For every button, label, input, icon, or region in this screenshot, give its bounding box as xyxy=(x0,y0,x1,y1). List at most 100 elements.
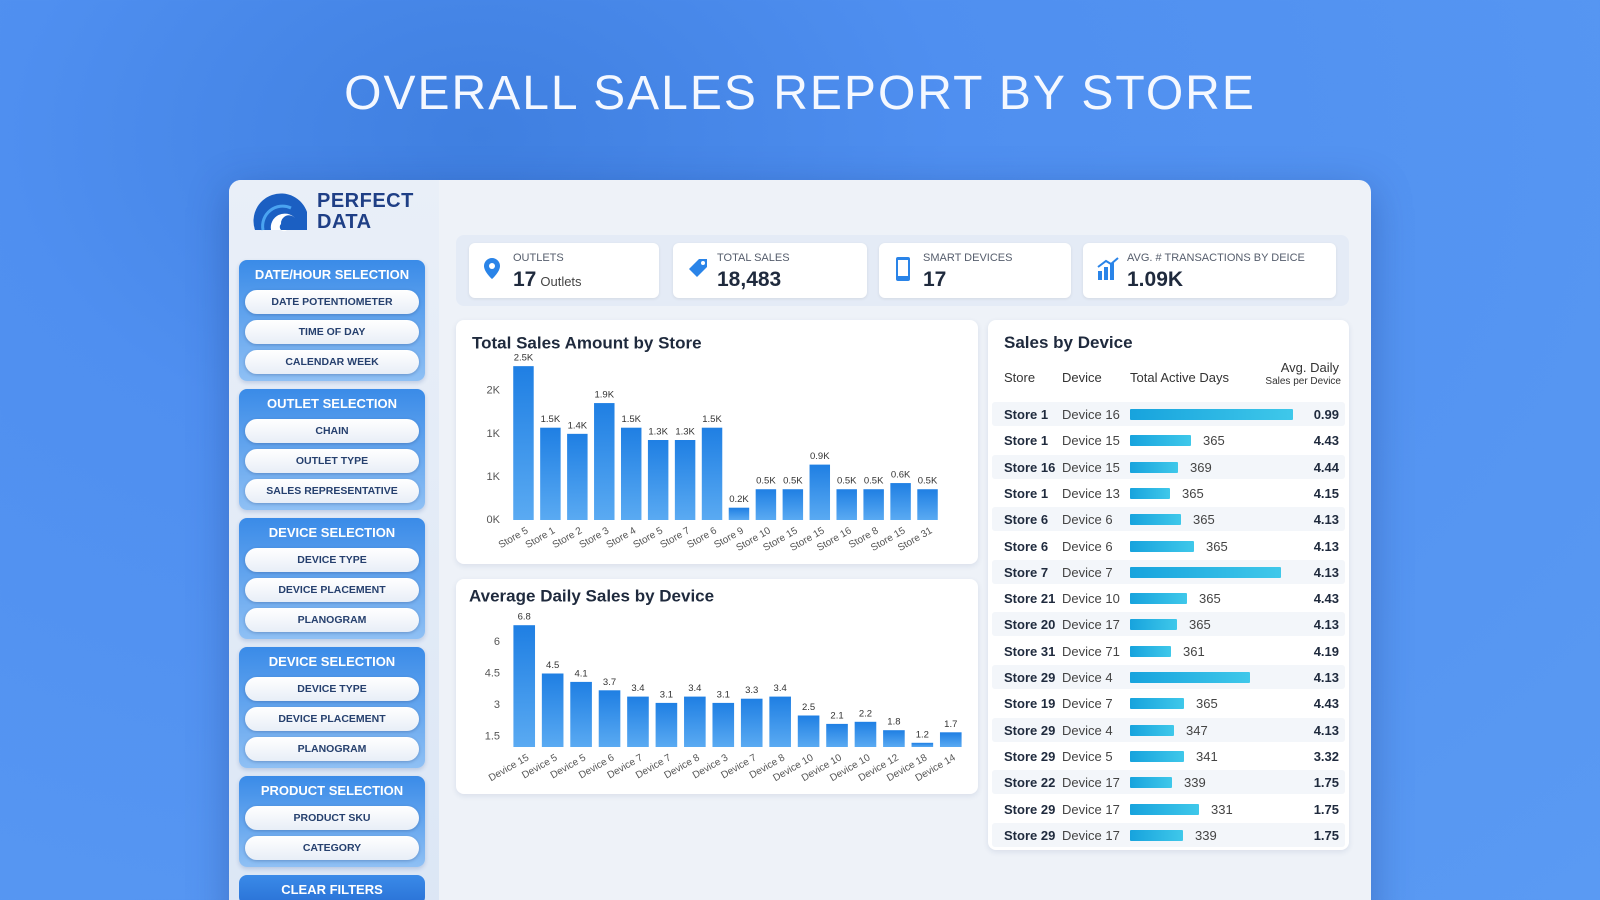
days-bar xyxy=(1130,619,1177,631)
filter-button[interactable]: CHAIN xyxy=(245,419,419,443)
table-row: Store 29 Device 17 339 1.75 xyxy=(992,822,1345,847)
bar xyxy=(740,698,763,747)
clear-filters-button[interactable]: CLEAR FILTERS xyxy=(239,875,425,900)
x-tick-label: Store 7 xyxy=(658,525,692,551)
kpi-number: 1.09K xyxy=(1127,268,1184,291)
avg-cell: 3.32 xyxy=(1313,748,1339,764)
filter-button[interactable]: DATE POTENTIOMETER xyxy=(245,290,419,314)
store-cell: Store 22 xyxy=(1004,775,1056,791)
days-cell: 365 xyxy=(1196,696,1218,712)
store-cell: Store 29 xyxy=(1004,801,1056,817)
bar xyxy=(782,489,804,520)
kpi-icon xyxy=(896,257,910,281)
section-heading: DATE/HOUR SELECTION xyxy=(254,267,410,282)
filter-button[interactable]: SALES REPRESENTATIVE xyxy=(245,479,419,503)
section-heading: DEVICE SELECTION xyxy=(268,654,396,669)
filter-button[interactable]: DEVICE PLACEMENT xyxy=(245,707,419,731)
filter-section: DATE/HOUR SELECTION DATE POTENTIOMETER TIM… xyxy=(239,260,425,381)
table-row: Store 1 Device 15 365 4.43 xyxy=(992,428,1345,452)
data-label: 0.5K xyxy=(864,476,884,487)
table-row: Store 1 Device 16 0.99 xyxy=(992,402,1345,426)
days-cell: 365 xyxy=(1199,591,1221,607)
data-label: 0.5K xyxy=(837,476,857,487)
bar xyxy=(598,690,621,747)
bar xyxy=(620,427,642,520)
y-tick-label: 1K xyxy=(487,428,501,440)
store-cell: Store 6 xyxy=(1004,538,1049,554)
x-tick-label: Store 2 xyxy=(551,525,585,551)
filter-button[interactable]: CALENDAR WEEK xyxy=(245,350,419,374)
device-cell: Device 15 xyxy=(1062,433,1120,449)
device-cell: Device 13 xyxy=(1062,485,1120,501)
y-tick-label: 1.5 xyxy=(485,730,500,742)
days-cell: 361 xyxy=(1183,643,1205,659)
avg-cell: 4.44 xyxy=(1313,459,1339,475)
table-card: Sales by Device Store Device Total Active D… xyxy=(988,320,1349,850)
store-cell: Store 7 xyxy=(1004,564,1049,580)
data-label: 1.2 xyxy=(916,729,929,740)
x-tick-label: Store 5 xyxy=(632,525,666,551)
data-label: 0.2K xyxy=(729,494,749,505)
days-bar xyxy=(1130,409,1293,420)
data-label: 1.4K xyxy=(568,420,588,431)
filter-button[interactable]: PLANOGRAM xyxy=(245,608,419,632)
bar xyxy=(712,702,735,747)
device-cell: Device 10 xyxy=(1062,591,1120,607)
kpi-card: AVG. # TRANSACTIONS BY DEICE 1.09K xyxy=(1083,243,1336,298)
bar xyxy=(890,483,911,520)
store-cell: Store 16 xyxy=(1004,459,1056,475)
table-row: Store 21 Device 10 365 4.43 xyxy=(992,586,1345,610)
store-cell: Store 29 xyxy=(1004,748,1056,764)
days-bar xyxy=(1130,672,1250,683)
column-header: Store xyxy=(1004,370,1036,385)
bar xyxy=(627,696,649,747)
filter-button[interactable]: DEVICE TYPE xyxy=(245,548,419,572)
bar xyxy=(701,427,723,520)
device-cell: Device 4 xyxy=(1062,722,1113,738)
filter-section: DEVICE SELECTION DEVICE TYPE DEVICE PLACEM… xyxy=(239,518,425,639)
filter-sections: DATE/HOUR SELECTION DATE POTENTIOMETER TIM… xyxy=(239,260,425,900)
y-tick-label: 2K xyxy=(487,385,501,397)
kpi-icon xyxy=(1097,257,1119,280)
store-cell: Store 20 xyxy=(1004,617,1056,633)
kpi-value: 1.09K xyxy=(1127,268,1183,292)
data-label: 2.5 xyxy=(802,702,815,713)
kpi-label: AVG. # TRANSACTIONS BY DEICE xyxy=(1127,252,1305,264)
days-cell: 365 xyxy=(1203,433,1225,449)
avg-cell: 0.99 xyxy=(1313,407,1339,422)
bar xyxy=(684,696,706,747)
bar xyxy=(567,433,588,520)
filter-button[interactable]: OUTLET TYPE xyxy=(245,449,419,473)
data-label: 1.9K xyxy=(595,390,615,401)
table-row: Store 19 Device 7 365 4.43 xyxy=(992,691,1345,715)
filter-button[interactable]: PLANOGRAM xyxy=(245,737,419,761)
bar xyxy=(911,742,934,747)
avg-cell: 1.75 xyxy=(1313,775,1339,791)
chart-title: Total Sales Amount by Store xyxy=(472,333,702,352)
days-bar xyxy=(1130,487,1170,499)
filter-button[interactable]: TIME OF DAY xyxy=(245,320,419,344)
table-row: Store 6 Device 6 365 4.13 xyxy=(992,507,1345,532)
filter-button[interactable]: DEVICE PLACEMENT xyxy=(245,578,419,602)
data-label: 1.7 xyxy=(944,719,957,730)
bar xyxy=(917,489,938,520)
table-row: Store 22 Device 17 339 1.75 xyxy=(992,770,1345,795)
data-label: 1.5K xyxy=(541,414,561,425)
x-tick-label: Store 4 xyxy=(605,525,639,551)
data-label: 0.5K xyxy=(756,476,776,487)
column-header-note: Sales per Device xyxy=(1265,376,1341,387)
bar xyxy=(540,427,561,520)
data-label: 1.5K xyxy=(621,414,641,425)
filter-button[interactable]: DEVICE TYPE xyxy=(245,677,419,701)
filter-button[interactable]: PRODUCT SKU xyxy=(245,806,419,830)
kpi-icon xyxy=(689,259,707,277)
days-bar xyxy=(1130,698,1184,710)
bar xyxy=(809,464,831,520)
y-tick-label: 4.5 xyxy=(485,667,500,679)
kpi-card: SMART DEVICES 17 xyxy=(879,243,1071,298)
filter-button[interactable]: CATEGORY xyxy=(245,836,419,860)
days-cell: 341 xyxy=(1196,748,1218,764)
avg-cell: 4.43 xyxy=(1313,696,1339,712)
avg-cell: 4.13 xyxy=(1313,617,1339,633)
avg-cell: 4.13 xyxy=(1313,722,1339,738)
